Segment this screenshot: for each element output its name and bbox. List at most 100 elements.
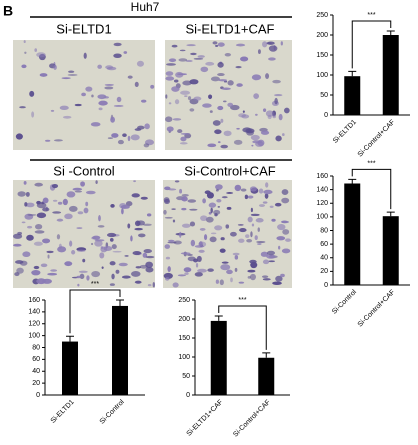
stained-cell	[83, 52, 87, 59]
stained-cell	[266, 250, 276, 256]
stained-cell	[165, 94, 168, 99]
stained-cell	[164, 244, 171, 249]
stained-cell	[265, 182, 269, 188]
significance-label: ***	[91, 281, 99, 288]
y-tick-label: 100	[28, 332, 40, 339]
stained-cell	[236, 127, 240, 130]
stained-cell	[267, 114, 272, 120]
stained-cell	[241, 114, 250, 119]
stained-cell	[226, 206, 232, 210]
stained-cell	[50, 269, 58, 272]
stained-cell	[249, 273, 256, 281]
stained-cell	[112, 250, 122, 253]
stained-cell	[144, 123, 150, 130]
stained-cell	[233, 139, 243, 145]
stained-cell	[250, 213, 260, 217]
stained-cell	[172, 282, 179, 288]
stained-cell	[34, 182, 43, 187]
stained-cell	[25, 202, 35, 208]
stained-cell	[225, 224, 230, 229]
stained-cell	[26, 234, 34, 241]
y-tick-label: 0	[186, 392, 190, 399]
x-tick-label: Si-Control	[99, 398, 126, 425]
error-bar	[214, 315, 223, 321]
stained-cell	[178, 58, 188, 62]
stained-cell	[19, 106, 26, 109]
stained-cell	[210, 76, 220, 82]
stained-cell	[174, 99, 180, 105]
y-tick-label: 120	[28, 321, 40, 328]
stained-cell	[172, 219, 176, 223]
y-tick-label: 60	[320, 241, 328, 248]
stained-cell	[31, 111, 35, 118]
stained-cell	[111, 133, 119, 138]
stained-cell	[179, 188, 183, 194]
stained-cell	[116, 96, 122, 103]
stained-cell	[262, 41, 268, 48]
stained-cell	[36, 200, 41, 205]
stained-cell	[94, 239, 105, 242]
stained-cell	[127, 223, 131, 229]
stained-cell	[130, 270, 141, 277]
stained-cell	[76, 227, 83, 229]
stained-cell	[251, 144, 254, 147]
stained-cell	[22, 251, 31, 258]
stained-cell	[181, 193, 189, 197]
stained-cell	[219, 279, 224, 286]
stained-cell	[187, 199, 197, 203]
stained-cell	[135, 266, 142, 269]
stained-cell	[127, 75, 133, 79]
stained-cell	[62, 198, 68, 206]
stained-cell	[109, 261, 116, 266]
stained-cell	[111, 273, 115, 280]
stained-cell	[244, 194, 249, 200]
stained-cell	[180, 136, 187, 142]
error-bar	[348, 178, 357, 184]
stained-cell	[59, 105, 69, 111]
stained-cell	[193, 57, 204, 60]
stained-cell	[15, 260, 24, 264]
stained-cell	[272, 79, 281, 84]
stained-cell	[189, 221, 196, 227]
stained-cell	[17, 191, 26, 197]
significance-label: ***	[367, 12, 375, 19]
stained-cell	[255, 218, 264, 223]
stained-cell	[146, 213, 152, 217]
stained-cell	[98, 100, 108, 106]
panel-letter: B	[3, 3, 13, 19]
stained-cell	[52, 199, 58, 202]
stained-cell	[274, 94, 283, 97]
stained-cell	[85, 201, 89, 207]
stained-cell	[45, 139, 51, 142]
stained-cell	[209, 236, 217, 243]
stained-cell	[78, 270, 88, 273]
stained-cell	[98, 215, 101, 222]
stained-cell	[133, 180, 137, 183]
stained-cell	[16, 267, 24, 274]
stained-cell	[72, 187, 83, 191]
stained-cell	[57, 201, 63, 205]
stained-cell	[51, 183, 59, 189]
stained-cell	[281, 197, 290, 204]
stained-cell	[252, 140, 263, 144]
stained-cell	[165, 256, 171, 260]
stained-cell	[134, 227, 143, 231]
stained-cell	[68, 205, 78, 212]
error-bar	[386, 211, 395, 217]
stained-cell	[236, 83, 243, 87]
stained-cell	[47, 272, 58, 276]
stained-cell	[171, 44, 178, 48]
stained-cell	[91, 236, 97, 240]
stained-cell	[262, 201, 268, 204]
stained-cell	[35, 223, 43, 230]
stained-cell	[110, 203, 115, 208]
stained-cell	[24, 202, 28, 207]
significance-bracket	[351, 168, 392, 210]
stained-cell	[271, 218, 276, 222]
stained-cell	[104, 83, 114, 86]
stained-cell	[23, 180, 27, 185]
stained-cell	[141, 99, 147, 103]
stained-cell	[186, 44, 196, 47]
stained-cell	[74, 103, 82, 107]
y-tick-label: 80	[32, 344, 40, 351]
